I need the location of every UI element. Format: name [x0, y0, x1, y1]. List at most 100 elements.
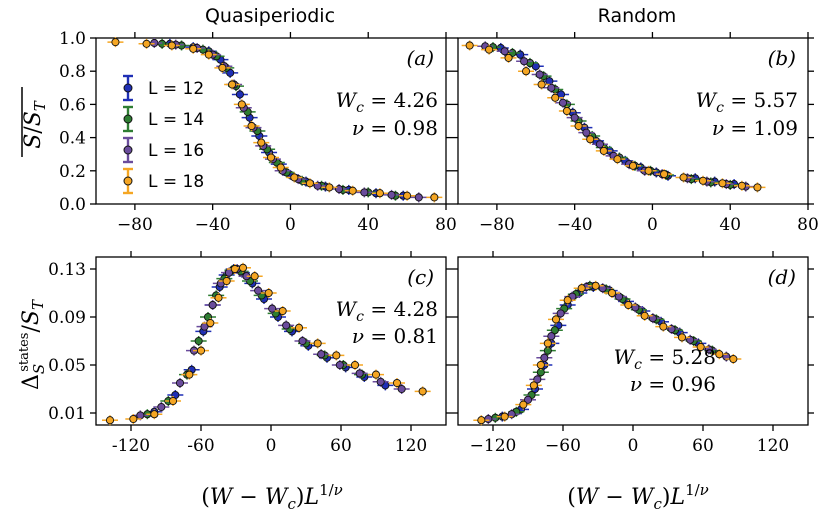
data-point — [266, 153, 276, 162]
x-tick-label: 60 — [330, 436, 352, 456]
annotation-nu: ν = 0.81 — [352, 324, 438, 348]
data-point — [500, 412, 509, 421]
legend-marker — [123, 176, 133, 186]
data-point — [305, 179, 314, 188]
data-point — [313, 339, 322, 348]
panel-d-frame — [457, 256, 809, 426]
data-point — [208, 300, 217, 310]
data-point — [477, 416, 486, 425]
data-point — [484, 414, 493, 424]
data-point — [298, 336, 307, 346]
panel-c: -120 -60 0 60 120 0.01 0.05 0.09 0.13 (c) Wc = 4.2… — [48, 251, 452, 456]
x-tick-label: 120 — [395, 436, 427, 456]
data-point — [737, 181, 746, 190]
panel-tag-b: (b) — [768, 46, 796, 70]
data-point — [230, 264, 239, 274]
legend-item: L = 12 — [123, 74, 204, 102]
data-point — [551, 315, 561, 324]
data-point — [729, 354, 738, 364]
data-point — [718, 179, 727, 188]
data-point — [167, 41, 176, 50]
panel-tag-d: (d) — [768, 265, 796, 289]
data-point — [644, 166, 653, 175]
data-point — [465, 41, 474, 50]
data-point — [607, 288, 617, 298]
annotation-wc: Wc = 4.26 — [336, 88, 438, 116]
x-tick-label: −60 — [545, 436, 581, 456]
data-point — [150, 38, 159, 48]
data-point — [500, 47, 509, 56]
data-point — [257, 138, 266, 147]
y-tick-label: 0.6 — [59, 95, 86, 115]
data-point — [268, 304, 277, 313]
y-label-top: S/ST — [21, 87, 49, 157]
data-point — [523, 395, 533, 404]
data-point — [516, 50, 525, 59]
data-point — [375, 189, 384, 198]
panel-b-frame — [457, 37, 809, 205]
annotation-wc: Wc = 5.57 — [696, 88, 798, 116]
y-tick-label: 0.05 — [48, 356, 86, 376]
data-point — [350, 360, 360, 370]
data-point — [237, 100, 246, 109]
data-point — [535, 70, 544, 79]
x-tick-label: 40 — [719, 215, 741, 235]
data-point — [222, 276, 231, 286]
data-point — [376, 377, 385, 386]
data-point — [278, 306, 287, 316]
data-point — [558, 98, 568, 107]
data-point — [491, 413, 500, 422]
annotation-nu: ν = 1.09 — [712, 116, 798, 140]
x-tick-label: -120 — [112, 436, 150, 456]
data-point — [206, 318, 215, 328]
data-point — [696, 342, 705, 352]
annotation-nu: ν = 0.96 — [630, 372, 716, 396]
panel-a: −80 −40 0 40 80 0.0 0.2 0.4 0.6 0.8 1.0 (a) Wc = 4.2… — [59, 29, 457, 235]
legend-marker — [123, 114, 133, 124]
data-point — [533, 375, 542, 384]
data-point — [228, 80, 237, 89]
series-L16 — [480, 282, 735, 424]
legend-item: L = 16 — [123, 136, 204, 164]
data-point — [168, 396, 178, 406]
x-tick-label: 80 — [435, 215, 457, 235]
data-point — [613, 155, 622, 164]
data-point — [158, 39, 167, 48]
data-point — [247, 121, 256, 131]
data-point — [536, 360, 545, 370]
data-point — [570, 113, 579, 122]
data-point — [387, 190, 396, 199]
data-point — [111, 38, 120, 47]
x-tick-label: −80 — [479, 215, 515, 235]
data-point — [698, 176, 708, 185]
data-point — [204, 50, 213, 59]
x-tick-label: −120 — [470, 436, 517, 456]
data-point — [175, 378, 185, 388]
data-point — [218, 63, 227, 72]
data-point — [574, 121, 583, 131]
data-point — [540, 353, 549, 362]
x-tick-label: 0 — [647, 215, 658, 235]
data-point — [317, 350, 326, 359]
x-tick-label: −40 — [557, 215, 593, 235]
x-tick-label: 40 — [357, 215, 379, 235]
data-point — [157, 402, 166, 412]
data-point — [660, 170, 669, 179]
y-tick-label: 0.8 — [59, 62, 86, 82]
data-point — [185, 370, 194, 379]
data-point — [591, 281, 600, 290]
data-point — [397, 384, 406, 394]
data-point — [586, 135, 595, 144]
legend-item: L = 14 — [123, 105, 204, 133]
data-point — [276, 163, 285, 172]
data-point — [753, 183, 762, 192]
annotation-wc: Wc = 4.28 — [336, 297, 438, 325]
x-tick-label: 120 — [757, 436, 789, 456]
data-point — [595, 140, 604, 149]
data-point — [562, 106, 571, 116]
y-tick-label: 0.13 — [48, 260, 86, 280]
data-point — [290, 173, 299, 182]
data-point — [189, 44, 198, 53]
y-label-bottom: ΔSstates/ST — [17, 299, 48, 390]
